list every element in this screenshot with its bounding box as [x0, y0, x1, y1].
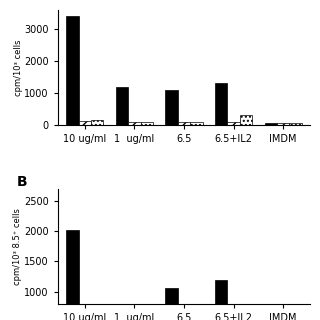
Bar	[91, 120, 103, 125]
Bar	[66, 230, 79, 320]
Y-axis label: cpm/10³ 8.5⁺ cells: cpm/10³ 8.5⁺ cells	[13, 208, 22, 285]
Bar	[116, 87, 128, 125]
Bar	[265, 123, 277, 125]
Bar	[128, 122, 140, 125]
Text: B: B	[17, 175, 28, 189]
Bar	[289, 123, 302, 125]
Bar	[165, 90, 178, 125]
Bar	[66, 16, 79, 125]
Bar	[165, 288, 178, 320]
Bar	[215, 280, 228, 320]
Bar	[79, 121, 91, 125]
Y-axis label: cpm/10³ cells: cpm/10³ cells	[13, 39, 22, 96]
Bar	[190, 122, 203, 125]
Bar	[277, 124, 289, 125]
Bar	[178, 123, 190, 125]
Bar	[140, 122, 153, 125]
Bar	[228, 122, 240, 125]
Bar	[240, 115, 252, 125]
Bar	[215, 84, 228, 125]
